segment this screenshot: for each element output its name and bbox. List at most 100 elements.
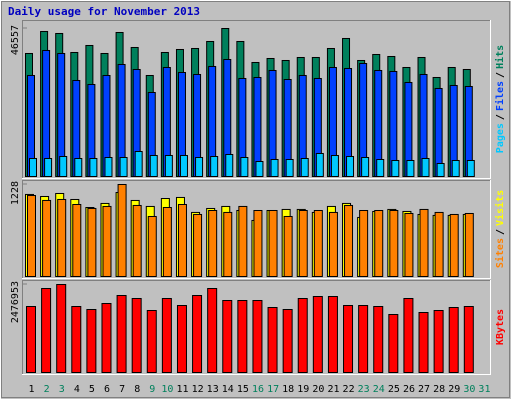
bar bbox=[59, 155, 68, 177]
x-tick-label: 6 bbox=[104, 384, 110, 395]
bar bbox=[44, 157, 53, 177]
bar bbox=[343, 305, 354, 373]
bar bbox=[237, 300, 248, 373]
bar bbox=[29, 157, 37, 177]
x-tick-label: 28 bbox=[433, 384, 445, 395]
bar bbox=[71, 306, 82, 374]
bar bbox=[285, 158, 294, 178]
bar bbox=[463, 306, 474, 374]
y-tick-label: 46557 bbox=[10, 25, 21, 55]
bar bbox=[56, 284, 67, 373]
bar bbox=[448, 307, 459, 374]
x-tick-label: 21 bbox=[327, 384, 339, 395]
bar bbox=[282, 309, 293, 373]
bar bbox=[328, 211, 338, 277]
bar bbox=[72, 204, 82, 277]
bar bbox=[57, 198, 67, 278]
bar bbox=[449, 213, 459, 277]
legend: Pages / Files / Hits bbox=[494, 45, 506, 153]
x-tick-label: 19 bbox=[297, 384, 309, 395]
bar bbox=[222, 300, 233, 373]
x-tick-label: 8 bbox=[134, 384, 140, 395]
bar bbox=[388, 314, 399, 373]
legend-entry: Pages bbox=[495, 123, 506, 153]
x-tick-label: 2 bbox=[44, 384, 50, 395]
bar bbox=[389, 209, 399, 278]
x-tick-label: 25 bbox=[388, 384, 400, 395]
bar bbox=[253, 209, 263, 278]
bar bbox=[27, 195, 36, 277]
x-tick-label: 27 bbox=[418, 384, 430, 395]
bar bbox=[300, 157, 309, 177]
bar bbox=[223, 211, 233, 277]
legend-entry: KBytes bbox=[495, 309, 506, 345]
bar bbox=[312, 296, 323, 373]
x-tick-label: 20 bbox=[312, 384, 324, 395]
bar bbox=[131, 298, 142, 374]
bar bbox=[255, 160, 264, 178]
x-tick-label: 30 bbox=[463, 384, 475, 395]
y-tick-label: 1228 bbox=[10, 181, 21, 205]
bar bbox=[313, 209, 323, 278]
bar bbox=[74, 157, 83, 177]
y-tick-label: 2476953 bbox=[10, 281, 21, 323]
legend-entry: Visits bbox=[494, 190, 506, 226]
x-tick-label: 16 bbox=[252, 384, 264, 395]
bar bbox=[149, 154, 158, 177]
bar bbox=[208, 209, 218, 278]
bar bbox=[162, 207, 172, 277]
bar bbox=[466, 159, 475, 177]
bar bbox=[464, 212, 474, 277]
x-tick-label: 10 bbox=[161, 384, 173, 395]
bar bbox=[346, 155, 355, 177]
bar bbox=[283, 215, 293, 278]
bar bbox=[119, 156, 128, 178]
bar bbox=[117, 184, 127, 277]
legend-separator: / bbox=[495, 114, 506, 120]
bar bbox=[225, 153, 234, 177]
bar bbox=[210, 155, 219, 177]
bar bbox=[327, 296, 338, 373]
bar bbox=[41, 288, 52, 373]
bar bbox=[404, 212, 414, 277]
bar bbox=[267, 307, 278, 374]
bar bbox=[419, 208, 429, 277]
bar bbox=[147, 215, 157, 278]
bar bbox=[315, 152, 324, 177]
bar bbox=[161, 298, 172, 374]
bar bbox=[268, 209, 278, 278]
x-tick-label: 22 bbox=[343, 384, 355, 395]
x-tick-label: 11 bbox=[176, 384, 188, 395]
bar bbox=[192, 295, 203, 373]
bar bbox=[101, 303, 112, 374]
bar bbox=[298, 209, 308, 278]
x-tick-label: 24 bbox=[373, 384, 385, 395]
bar bbox=[434, 211, 444, 277]
bar bbox=[297, 298, 308, 374]
x-tick-label: 7 bbox=[119, 384, 125, 395]
x-tick-label: 26 bbox=[403, 384, 415, 395]
bar bbox=[374, 209, 384, 278]
bar bbox=[86, 309, 97, 373]
bar bbox=[330, 154, 339, 177]
chart-title: Daily usage for November 2013 bbox=[8, 5, 200, 18]
x-tick-label: 3 bbox=[59, 384, 65, 395]
x-tick-label: 31 bbox=[478, 384, 490, 395]
bar bbox=[391, 159, 400, 177]
x-tick-label: 18 bbox=[282, 384, 294, 395]
bar bbox=[179, 154, 188, 177]
bar bbox=[134, 150, 143, 177]
bar bbox=[238, 205, 248, 277]
legend-entry: Sites bbox=[494, 238, 506, 268]
bar bbox=[89, 157, 98, 177]
bar bbox=[421, 157, 430, 177]
bar bbox=[195, 156, 204, 178]
bar bbox=[102, 205, 112, 277]
x-tick-label: 12 bbox=[192, 384, 204, 395]
bar bbox=[361, 156, 370, 178]
bar bbox=[42, 199, 52, 277]
bar bbox=[177, 204, 187, 277]
x-tick-label: 14 bbox=[222, 384, 234, 395]
